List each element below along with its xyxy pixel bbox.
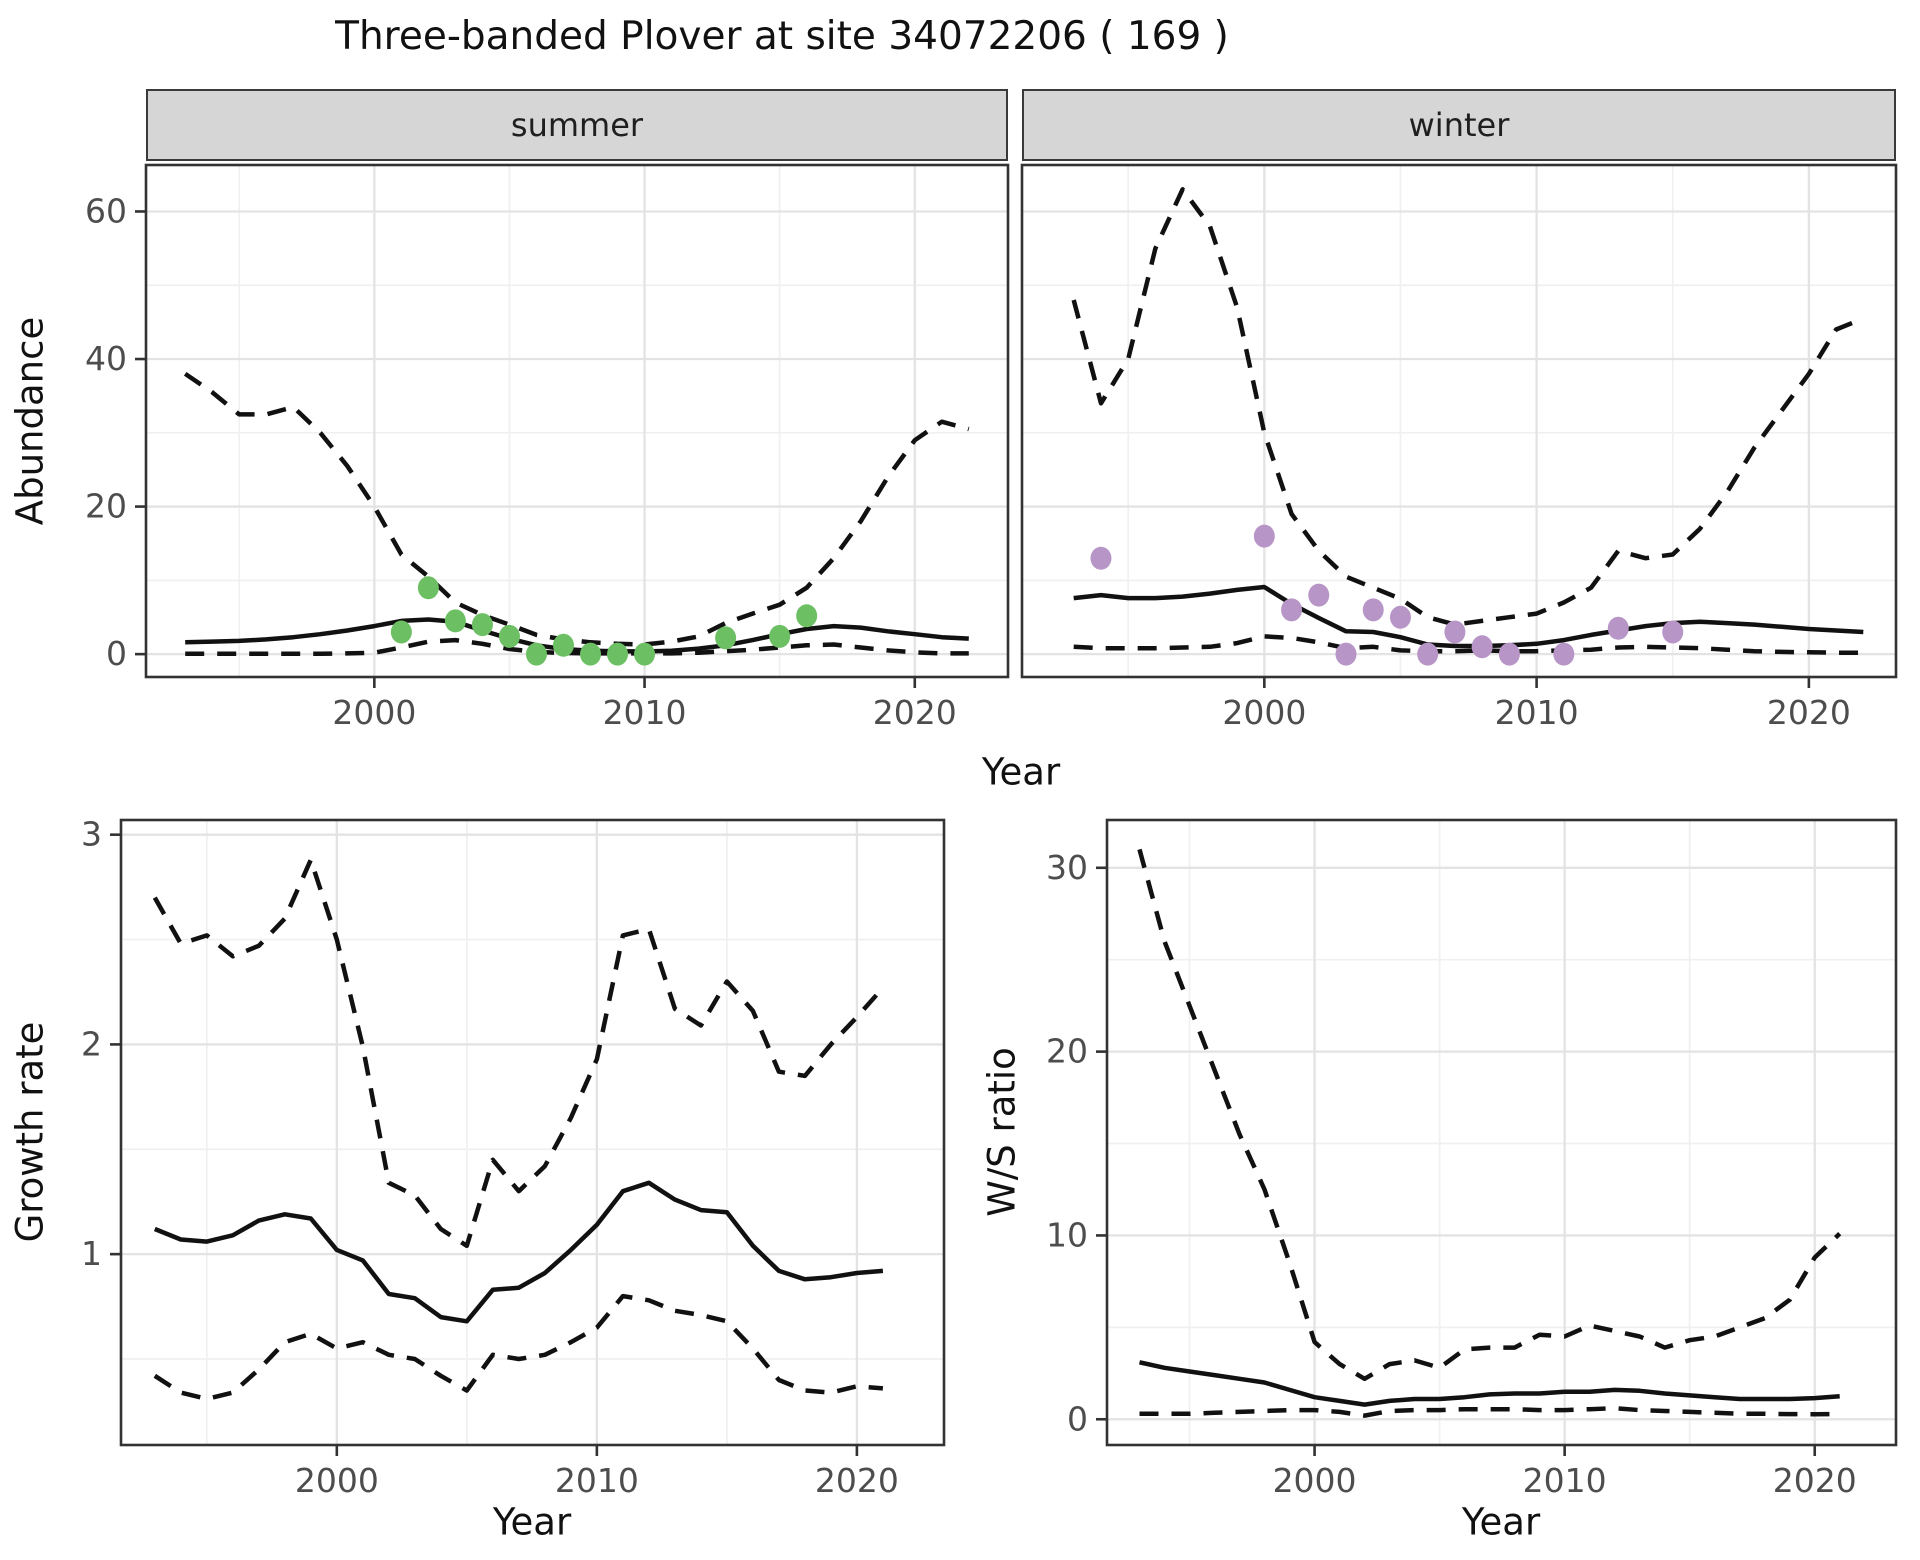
- observation-point: [1362, 598, 1384, 622]
- observation-point: [607, 642, 629, 666]
- panel-border: [1105, 818, 1898, 1447]
- observation-point: [471, 613, 493, 637]
- x-tick-label: 2000: [1273, 1461, 1357, 1500]
- observation-point: [1498, 642, 1520, 666]
- x-tick-label: 2000: [295, 1461, 379, 1500]
- x-axis-title-year-growth: Year: [492, 1500, 572, 1544]
- observation-point: [1253, 524, 1275, 548]
- y-tick-label: 3: [81, 815, 102, 854]
- observation-point: [1389, 605, 1411, 629]
- panel-background: [146, 165, 1008, 677]
- observation-point: [1444, 620, 1466, 644]
- series-lower_ci: [1139, 1405, 1840, 1418]
- y-tick-label: 0: [106, 634, 127, 673]
- observation-point: [1281, 598, 1303, 622]
- observation-point: [390, 620, 412, 644]
- series-median: [1073, 584, 1864, 649]
- y-tick-label: 30: [1046, 848, 1088, 887]
- observation-point: [498, 624, 520, 648]
- y-tick-label: 40: [85, 339, 127, 378]
- observation-point: [1553, 642, 1575, 666]
- observation-point: [1662, 620, 1684, 644]
- panel-border: [1020, 163, 1898, 679]
- x-axis-title-year-ws: Year: [1461, 1500, 1541, 1544]
- panel-ws-ratio: 2000 2010 2020 0 10 20 30: [1046, 818, 1898, 1500]
- y-axis-title-abundance: Abundance: [8, 316, 52, 526]
- y-tick-label: 10: [1046, 1215, 1088, 1254]
- series-upper_ci: [1137, 848, 1842, 1382]
- panel-background: [1107, 820, 1896, 1445]
- x-tick-label: 2020: [873, 693, 957, 732]
- x-tick-label: 2010: [603, 693, 687, 732]
- observation-point: [444, 609, 466, 633]
- panel-background: [121, 820, 944, 1445]
- x-tick-label: 2000: [1222, 693, 1306, 732]
- observation-point: [1308, 583, 1330, 607]
- panel-border: [144, 163, 1010, 679]
- facet-strip-summer: summer: [146, 89, 1008, 161]
- y-axis-title-ws-ratio: W/S ratio: [980, 1047, 1024, 1217]
- facet-strip-summer-label: summer: [510, 106, 644, 144]
- x-axis-title-year-top: Year: [981, 750, 1061, 794]
- x-tick-label: 2010: [1523, 1461, 1607, 1500]
- chart-title: Three-banded Plover at site 34072206 ( 1…: [335, 14, 1229, 59]
- y-tick-label: 20: [1046, 1032, 1088, 1071]
- facet-strip-winter: winter: [1022, 89, 1896, 161]
- series-upper_ci: [152, 857, 885, 1249]
- observation-point: [1090, 546, 1112, 570]
- panel-abundance-summer: 2000 2010 2020 0 20 40 60: [85, 163, 1010, 732]
- observation-point: [715, 626, 737, 650]
- series-median: [185, 617, 969, 654]
- panel-border: [119, 818, 946, 1447]
- x-tick-label: 2000: [332, 693, 416, 732]
- x-tick-label: 2020: [815, 1461, 899, 1500]
- observation-point: [769, 624, 791, 648]
- panel-abundance-winter: 2000 2010 2020: [1020, 163, 1898, 732]
- series-median: [153, 1180, 884, 1324]
- observation-point: [634, 642, 656, 666]
- series-median: [1139, 1360, 1840, 1407]
- x-tick-label: 2020: [1773, 1461, 1857, 1500]
- x-tick-label: 2020: [1767, 693, 1851, 732]
- observation-point: [417, 576, 439, 600]
- y-axis-title-growth-rate: Growth rate: [8, 1021, 52, 1243]
- y-tick-label: 60: [85, 191, 127, 230]
- series-upper_ci: [1071, 187, 1865, 627]
- observation-point: [580, 642, 602, 666]
- observation-point: [552, 633, 574, 657]
- series-lower_ci: [185, 637, 969, 657]
- y-tick-label: 1: [81, 1234, 102, 1273]
- panel-background: [1022, 165, 1896, 677]
- y-tick-label: 0: [1067, 1399, 1088, 1438]
- panel-growth-rate: 2000 2010 2020 1 2 3: [81, 815, 946, 1500]
- observation-point: [1417, 642, 1439, 666]
- observation-point: [525, 642, 547, 666]
- y-tick-label: 2: [81, 1024, 102, 1063]
- observation-point: [796, 604, 818, 628]
- series-lower_ci: [1073, 634, 1864, 655]
- observation-point: [1335, 642, 1357, 666]
- x-tick-label: 2010: [1495, 693, 1579, 732]
- facet-strip-winter-label: winter: [1408, 106, 1510, 144]
- series-lower_ci: [153, 1293, 884, 1402]
- x-tick-label: 2010: [555, 1461, 639, 1500]
- y-tick-label: 20: [85, 487, 127, 526]
- observation-point: [1471, 635, 1493, 659]
- observation-point: [1607, 616, 1629, 640]
